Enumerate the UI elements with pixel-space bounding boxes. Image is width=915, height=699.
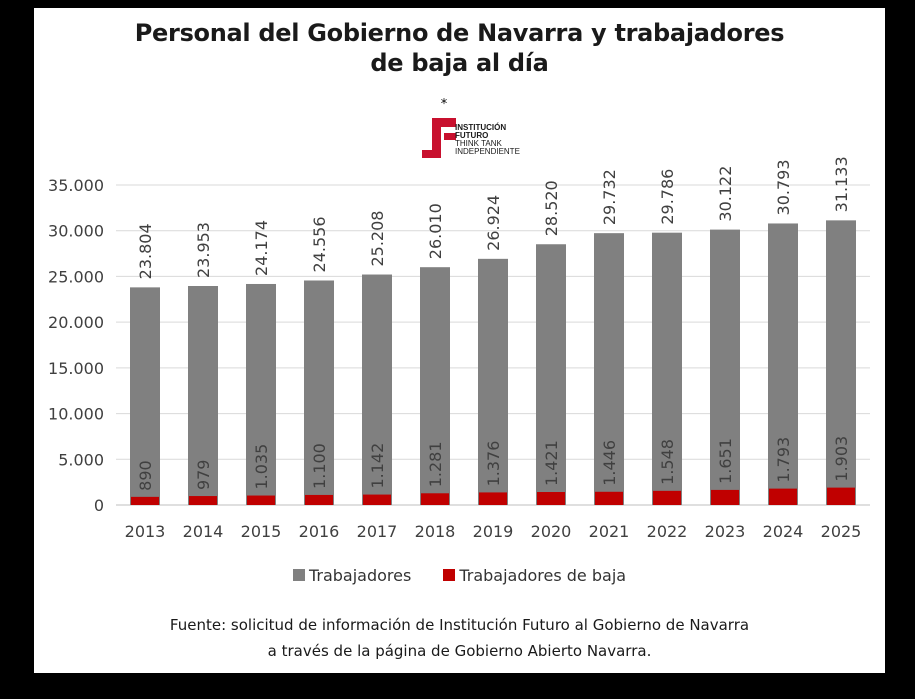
data-label-trabajadores-de-baja: 979: [194, 460, 213, 491]
source-line2: a través de la página de Gobierno Abiert…: [267, 642, 652, 660]
logo-asterisk: *: [441, 98, 448, 112]
bar-trabajadores-de-baja: [537, 492, 565, 505]
data-label-trabajadores: 31.133: [832, 156, 851, 212]
data-label-trabajadores: 26.010: [426, 203, 445, 259]
logo-text: INSTITUCIÓN FUTURO THINK TANK INDEPENDIE…: [455, 124, 520, 156]
bar-trabajadores: [478, 258, 508, 505]
x-tick-label: 2024: [763, 522, 804, 541]
bar-trabajadores: [594, 233, 624, 506]
chart-title-line1: Personal del Gobierno de Navarra y traba…: [134, 19, 785, 47]
logo-text-line4: INDEPENDIENTE: [455, 147, 520, 156]
data-label-trabajadores-de-baja: 1.281: [426, 441, 445, 487]
x-tick-label: 2023: [705, 522, 746, 541]
y-tick-label: 10.000: [48, 405, 104, 424]
data-label-trabajadores-de-baja: 1.446: [600, 440, 619, 486]
bar-trabajadores: [246, 283, 276, 505]
bar-trabajadores-de-baja: [711, 489, 739, 505]
bar-trabajadores-de-baja: [827, 487, 855, 505]
data-label-trabajadores-de-baja: 890: [136, 460, 155, 491]
bar-trabajadores-de-baja: [769, 488, 797, 505]
chart-legend: Trabajadores Trabajadores de baja: [34, 563, 885, 587]
bar-trabajadores-de-baja: [189, 496, 217, 505]
data-label-trabajadores: 29.786: [658, 169, 677, 225]
bar-chart: 0 5.000 10.000 15.000 20.000 25.000 30.000 35.0…: [48, 156, 870, 541]
y-tick-label: 20.000: [48, 313, 104, 332]
bar-trabajadores: [304, 280, 334, 505]
data-label-trabajadores: 30.122: [716, 166, 735, 222]
data-label-trabajadores: 23.804: [136, 223, 155, 279]
y-tick-label: 35.000: [48, 176, 104, 195]
bar-trabajadores-de-baja: [595, 491, 623, 505]
chart-panel: Personal del Gobierno de Navarra y traba…: [34, 8, 885, 673]
bar-trabajadores: [420, 267, 450, 505]
bar-trabajadores-de-baja: [479, 492, 507, 505]
logo-mark-stem: [432, 118, 441, 158]
bar-trabajadores: [362, 274, 392, 505]
data-label-trabajadores-de-baja: 1.421: [542, 440, 561, 486]
bar-trabajadores: [768, 223, 798, 506]
data-label-trabajadores: 24.556: [310, 217, 329, 273]
bar-trabajadores-de-baja: [421, 493, 449, 505]
data-label-trabajadores: 30.793: [774, 159, 793, 215]
legend-label-trabajadores-de-baja: Trabajadores de baja: [459, 565, 627, 585]
data-label-trabajadores-de-baja: 1.142: [368, 443, 387, 489]
x-tick-label: 2022: [647, 522, 688, 541]
logo-mark-top: [432, 118, 456, 127]
bar-trabajadores: [710, 229, 740, 505]
bar-trabajadores: [826, 220, 856, 506]
chart-title-line2: de baja al día: [370, 49, 549, 77]
y-tick-label: 30.000: [48, 222, 104, 241]
x-tick-label: 2025: [821, 522, 862, 541]
y-tick-label: 15.000: [48, 359, 104, 378]
x-tick-label: 2019: [473, 522, 514, 541]
source-line1: Fuente: solicitud de información de Inst…: [169, 616, 750, 634]
x-tick-label: 2013: [125, 522, 166, 541]
x-tick-label: 2018: [415, 522, 456, 541]
data-label-trabajadores: 25.208: [368, 211, 387, 267]
bar-trabajadores-de-baja: [305, 494, 333, 505]
data-label-trabajadores-de-baja: 1.793: [774, 437, 793, 483]
bar-trabajadores-de-baja: [653, 490, 681, 505]
legend-label-trabajadores: Trabajadores: [308, 565, 412, 585]
x-tick-label: 2020: [531, 522, 572, 541]
x-tick-label: 2017: [357, 522, 398, 541]
data-label-trabajadores: 24.174: [252, 220, 271, 276]
legend-swatch-trabajadores-de-baja: [443, 569, 456, 581]
data-label-trabajadores-de-baja: 1.100: [310, 443, 329, 489]
bar-trabajadores-de-baja: [131, 496, 159, 505]
x-tick-label: 2014: [183, 522, 224, 541]
data-label-trabajadores-de-baja: 1.376: [484, 441, 503, 487]
data-label-trabajadores: 29.732: [600, 169, 619, 225]
data-label-trabajadores: 28.520: [542, 180, 561, 236]
logo-text-line3: THINK TANK: [455, 139, 502, 148]
data-label-trabajadores-de-baja: 1.903: [832, 436, 851, 482]
institucion-futuro-logo: *: [422, 98, 456, 158]
logo-text-line1: INSTITUCIÓN: [455, 123, 507, 132]
legend-swatch-trabajadores: [292, 569, 305, 581]
y-tick-label: 5.000: [58, 450, 104, 469]
bar-trabajadores: [130, 287, 160, 505]
data-label-trabajadores-de-baja: 1.035: [252, 444, 271, 490]
y-tick-label: 0: [94, 496, 104, 515]
bar-trabajadores: [188, 286, 218, 505]
logo-mark-middle: [444, 133, 456, 140]
source-note: Fuente: solicitud de información de Inst…: [34, 612, 885, 664]
bar-trabajadores: [652, 232, 682, 506]
bar-trabajadores-de-baja: [363, 494, 391, 505]
legend-item-trabajadores: Trabajadores: [292, 565, 412, 585]
legend-item-trabajadores-de-baja: Trabajadores de baja: [443, 566, 626, 585]
y-tick-label: 25.000: [48, 267, 104, 286]
x-tick-label: 2015: [241, 522, 282, 541]
data-label-trabajadores: 23.953: [194, 222, 213, 278]
data-label-trabajadores-de-baja: 1.651: [716, 438, 735, 484]
bar-trabajadores-de-baja: [247, 495, 275, 505]
x-tick-label: 2016: [299, 522, 340, 541]
logo-text-line2: FUTURO: [455, 131, 489, 140]
bar-trabajadores: [536, 244, 566, 505]
x-tick-label: 2021: [589, 522, 630, 541]
chart-title: Personal del Gobierno de Navarra y traba…: [34, 18, 885, 78]
logo-mark-bottom: [422, 150, 441, 158]
data-label-trabajadores-de-baja: 1.548: [658, 439, 677, 485]
data-label-trabajadores: 26.924: [484, 195, 503, 251]
